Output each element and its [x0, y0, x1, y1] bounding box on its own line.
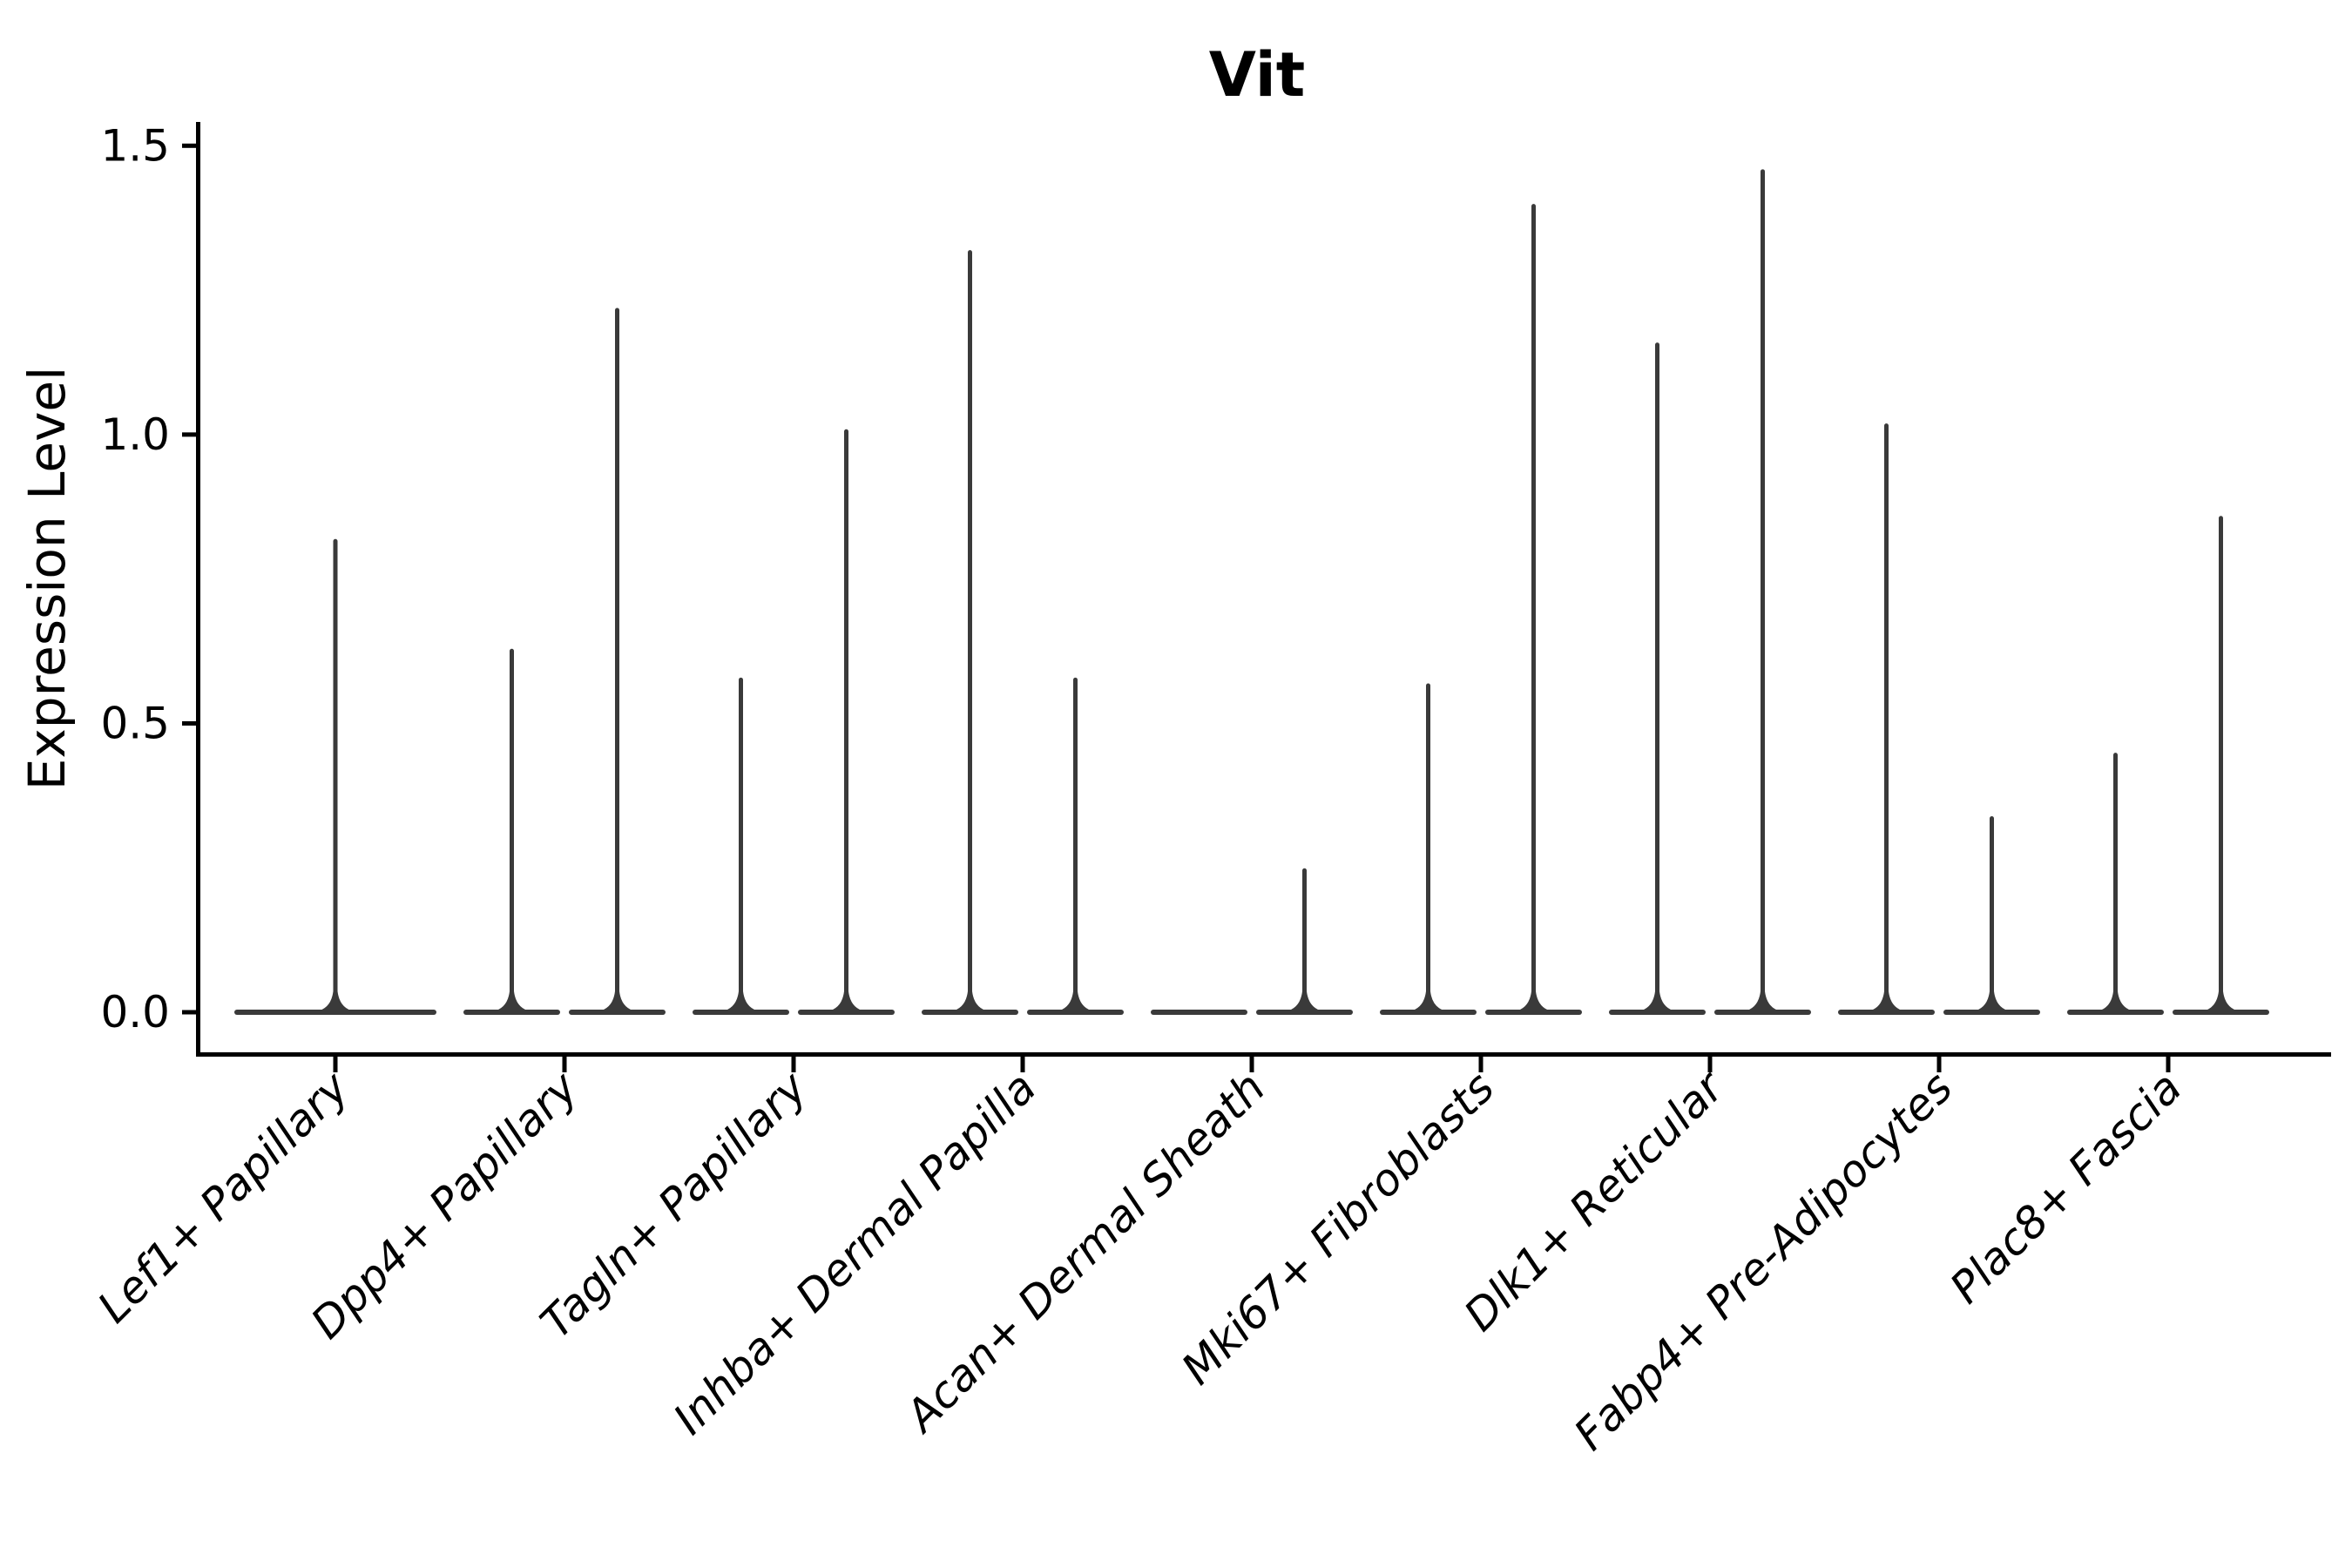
left-spine: [196, 122, 200, 1057]
violin: [798, 429, 895, 1015]
x-tick-mark: [2166, 1057, 2171, 1072]
axes-spines: [196, 122, 2331, 1057]
violin: [1714, 169, 1811, 1015]
y-tick-label: 0.0: [100, 987, 170, 1037]
violin: [1485, 204, 1582, 1015]
bottom-spine: [196, 1052, 2331, 1057]
x-tick-mark: [1707, 1057, 1713, 1072]
x-tick-mark: [1020, 1057, 1025, 1072]
violin: [463, 648, 560, 1015]
violin: [1027, 677, 1124, 1015]
violin: [234, 538, 436, 1015]
x-tick-mark: [791, 1057, 796, 1072]
violin-series: [234, 169, 2269, 1015]
x-tick-label: Lef1+ Papillary: [88, 1061, 359, 1332]
x-tick-mark: [1249, 1057, 1254, 1072]
violin: [569, 308, 666, 1015]
violin: [1256, 868, 1353, 1015]
violin: [2067, 753, 2164, 1015]
y-tick-mark: [182, 1010, 198, 1015]
y-tick-label: 0.5: [100, 698, 170, 748]
x-tick-mark: [333, 1057, 338, 1072]
x-tick-label: Acan+ Dermal Sheath: [895, 1062, 1275, 1443]
y-axis-label: Expression Level: [17, 367, 77, 790]
x-tick-label: Plac8+ Fascia: [1941, 1062, 2192, 1313]
chart-title: Vit: [1209, 39, 1305, 111]
violin: [922, 250, 1018, 1015]
violin: [1943, 816, 2040, 1015]
x-tick-mark: [562, 1057, 567, 1072]
violin: [1609, 342, 1706, 1015]
x-tick-mark: [1936, 1057, 1942, 1072]
x-tick-mark: [1478, 1057, 1484, 1072]
violin: [693, 677, 789, 1015]
x-tick-label: Inhba+ Dermal Papilla: [664, 1062, 1045, 1443]
y-tick-label: 1.0: [100, 409, 170, 460]
y-tick-mark: [182, 143, 198, 148]
x-tick-label: Fabp4+ Pre-Adipocytes: [1565, 1062, 1963, 1460]
y-axis-ticks: 0.0 0.5 1.0 1.5: [100, 120, 198, 1037]
y-tick-mark: [182, 432, 198, 437]
violin: [2173, 516, 2269, 1015]
y-tick-label: 1.5: [100, 120, 170, 171]
y-tick-mark: [182, 720, 198, 726]
violin: [1380, 683, 1477, 1015]
violin: [1838, 423, 1935, 1015]
